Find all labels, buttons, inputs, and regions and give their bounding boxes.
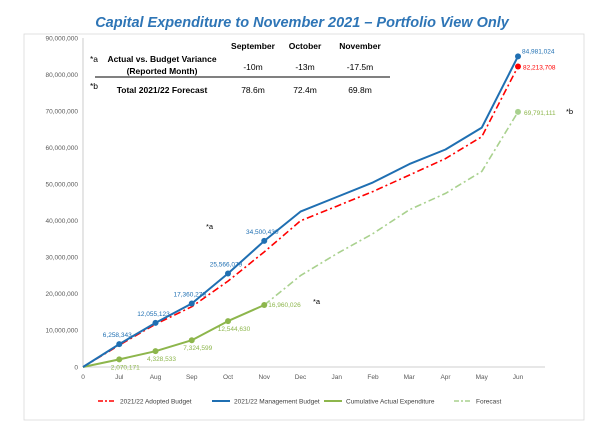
data-label: 2,070,171 <box>111 364 140 371</box>
data-point <box>515 63 521 70</box>
y-tick-label: 70,000,000 <box>45 108 78 115</box>
x-tick-label: Mar <box>404 374 416 381</box>
data-point <box>188 300 195 307</box>
table-month-sep: September <box>231 41 276 51</box>
y-tick-label: 40,000,000 <box>45 218 78 225</box>
legend-label: Forecast <box>476 398 501 405</box>
data-point <box>188 337 195 344</box>
x-tick-label: Jul <box>115 374 124 381</box>
series-line <box>82 66 519 368</box>
data-label: 69,791,111 <box>524 110 556 117</box>
y-tick-label: 20,000,000 <box>45 291 78 298</box>
x-tick-labels: 0 Jul Aug Sep Oct Nov Dec Jan Feb Mar Apr May Jun <box>81 374 523 381</box>
data-label: 84,981,024 <box>522 48 555 55</box>
table-row2-marker: *b <box>90 81 98 91</box>
data-label: 16,960,026 <box>268 302 301 309</box>
data-point <box>261 302 268 309</box>
x-tick-label: May <box>476 374 489 381</box>
table-row2-sep: 78.6m <box>241 85 265 95</box>
table-row2-nov: 69.8m <box>348 85 372 95</box>
table-row1-oct: -13m <box>295 62 314 72</box>
data-point <box>225 318 231 325</box>
note-b-forecast: *b <box>566 107 573 116</box>
y-tick-label: 90,000,000 <box>45 35 78 42</box>
legend-label: 2021/22 Management Budget <box>234 398 320 405</box>
data-labels: 82,213,708 6,258,343 12,055,123 17,360,279 2… <box>103 48 556 371</box>
data-point <box>152 348 159 355</box>
data-label: 17,360,279 <box>173 292 206 299</box>
series-line <box>82 304 265 368</box>
y-tick-label: 80,000,000 <box>45 72 78 79</box>
data-point <box>515 108 521 115</box>
data-point <box>116 341 123 348</box>
series-markers <box>116 53 521 363</box>
legend-label: 2021/22 Adopted Budget <box>120 398 192 405</box>
data-point <box>225 270 231 277</box>
x-tick-label: Jan <box>332 374 343 381</box>
table-row1-nov: -17.5m <box>347 62 373 72</box>
table-month-nov: November <box>339 41 381 51</box>
table-row1-sep: -10m <box>243 62 262 72</box>
data-label: 25,566,079 <box>210 262 243 269</box>
table-row1-label-line1: Actual vs. Budget Variance <box>107 54 216 64</box>
series-lines <box>82 55 519 368</box>
table-row1-marker: *a <box>90 54 98 64</box>
data-point <box>261 237 268 244</box>
chart-legend: 2021/22 Adopted Budget 2021/22 Management… <box>98 398 501 405</box>
table-row2-label: Total 2021/22 Forecast <box>117 85 208 95</box>
x-tick-label: Feb <box>367 374 379 381</box>
chart-title: Capital Expenditure to November 2021 – P… <box>95 15 510 31</box>
variance-table: September October November *a Actual vs.… <box>90 41 390 95</box>
data-label: 12,055,123 <box>137 311 170 318</box>
x-tick-label: 0 <box>81 374 85 381</box>
note-a-actual: *a <box>313 297 321 306</box>
x-tick-label: Jun <box>513 374 524 381</box>
y-tick-label: 10,000,000 <box>45 328 78 335</box>
x-tick-label: Sep <box>186 374 198 381</box>
series-line <box>263 111 519 306</box>
y-tick-labels: 0 10,000,000 20,000,000 30,000,000 40,000,00… <box>45 35 78 371</box>
data-point <box>515 53 521 60</box>
data-label: 7,324,599 <box>183 345 212 352</box>
series-line <box>82 55 519 368</box>
data-label: 34,500,430 <box>246 229 279 236</box>
data-label: 12,544,630 <box>218 326 251 333</box>
x-tick-label: Aug <box>150 374 162 381</box>
legend-label: Cumulative Actual Expenditure <box>346 398 435 405</box>
y-tick-label: 0 <box>74 364 78 371</box>
data-label: 4,328,533 <box>147 356 176 363</box>
x-tick-label: Dec <box>295 374 307 381</box>
table-month-oct: October <box>289 41 322 51</box>
y-tick-label: 60,000,000 <box>45 145 78 152</box>
y-tick-label: 30,000,000 <box>45 255 78 262</box>
x-tick-label: Apr <box>440 374 451 381</box>
chart-frame <box>23 33 585 421</box>
data-label: 6,258,343 <box>103 332 132 339</box>
data-point <box>116 356 123 363</box>
data-label: 82,213,708 <box>523 64 556 71</box>
table-row2-oct: 72.4m <box>293 85 317 95</box>
x-tick-label: Nov <box>258 374 270 381</box>
x-tick-label: Oct <box>223 374 233 381</box>
note-a-budget: *a <box>206 222 214 231</box>
table-row1-label-line2: (Reported Month) <box>127 66 198 76</box>
y-tick-label: 50,000,000 <box>45 182 78 189</box>
data-point <box>152 319 159 326</box>
